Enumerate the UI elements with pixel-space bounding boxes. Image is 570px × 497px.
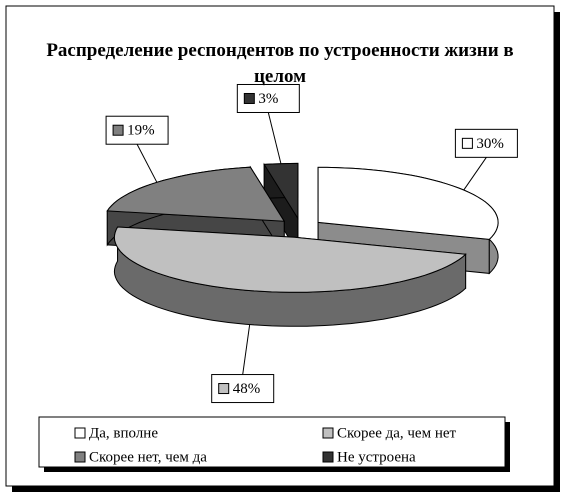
slice-top xyxy=(263,162,299,221)
legend-label: Скорее да, чем нет xyxy=(337,425,457,441)
slice-top xyxy=(113,226,467,293)
chart-title: Распределение респондентов по устроеннос… xyxy=(46,40,514,87)
legend-swatch xyxy=(74,451,86,463)
label-swatch xyxy=(112,124,124,136)
legend-label: Да, вполне xyxy=(89,425,158,441)
data-label: 48% xyxy=(233,381,261,397)
pie xyxy=(106,162,499,327)
legend-box xyxy=(38,416,506,468)
label-swatch xyxy=(461,137,473,149)
label-swatch xyxy=(243,92,255,104)
leader-line xyxy=(267,112,282,164)
leader-line xyxy=(242,324,251,375)
data-label: 19% xyxy=(127,123,155,139)
label-swatch xyxy=(218,383,230,395)
data-label: 30% xyxy=(476,136,504,152)
legend-swatch xyxy=(322,427,334,439)
leader-line xyxy=(463,157,487,191)
legend-label: Скорее нет, чем да xyxy=(89,449,207,465)
label-box xyxy=(236,83,300,113)
legend-swatch xyxy=(322,451,334,463)
legend-swatch xyxy=(74,427,86,439)
slice-top xyxy=(317,166,499,240)
data-label: 3% xyxy=(258,91,278,107)
leader-line xyxy=(136,143,158,183)
legend-label: Не устроена xyxy=(337,449,416,465)
